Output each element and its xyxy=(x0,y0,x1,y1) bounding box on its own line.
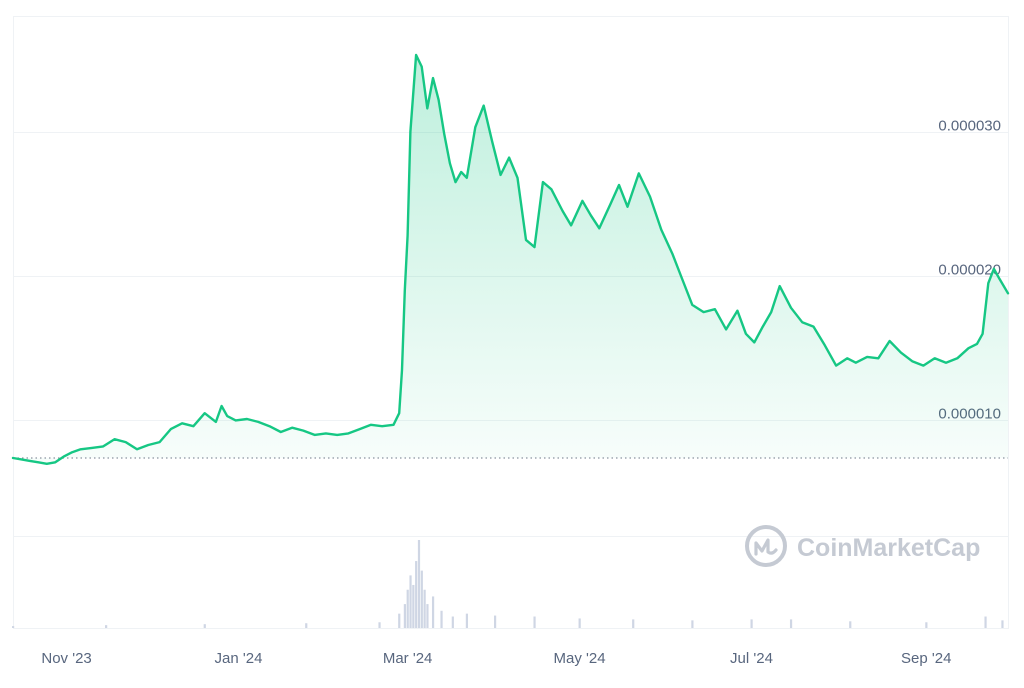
x-tick-label: Sep '24 xyxy=(901,650,951,667)
volume-bar xyxy=(412,584,415,628)
volume-bar xyxy=(403,604,406,628)
x-tick-label: May '24 xyxy=(554,650,606,667)
volume-bar xyxy=(420,570,423,628)
volume-bar xyxy=(12,626,15,628)
x-tick-label: Jan '24 xyxy=(215,650,263,667)
volume-bar xyxy=(406,589,409,628)
volume-bar xyxy=(431,596,435,628)
volume-bar xyxy=(789,619,793,628)
y-tick-label: 0.000030 xyxy=(938,118,1001,135)
x-tick-label: Nov '23 xyxy=(41,650,91,667)
volume-bar xyxy=(984,616,987,628)
volume-bar xyxy=(1001,620,1004,628)
x-axis-ticks: Nov '23 Jan '24 Mar '24 May '24 Jul '24 Sep '… xyxy=(41,650,951,667)
volume-bar xyxy=(750,619,753,628)
x-tick-label: Jul '24 xyxy=(730,650,773,667)
volume-bar xyxy=(465,613,469,628)
volume-bar xyxy=(409,575,412,628)
volume-bar xyxy=(632,619,635,628)
y-tick-label: 0.000020 xyxy=(938,262,1001,279)
volume-bar xyxy=(533,616,536,628)
volume-bar xyxy=(203,624,206,628)
x-tick-label: Mar '24 xyxy=(383,650,433,667)
price-area xyxy=(13,55,1008,464)
volume-bar xyxy=(578,618,581,628)
watermark-text: CoinMarketCap xyxy=(797,534,980,562)
volume-bar xyxy=(691,620,694,628)
volume-bar xyxy=(398,613,401,628)
volume-bar xyxy=(415,561,418,628)
volume-bar xyxy=(849,621,852,628)
volume-bar xyxy=(451,616,454,628)
price-line xyxy=(11,53,1010,465)
volume-bar xyxy=(305,623,308,628)
price-area-fill xyxy=(13,55,1008,464)
volume-bar xyxy=(417,540,421,628)
plot-frame xyxy=(13,16,1009,629)
volume-bar xyxy=(378,622,381,628)
volume-bar xyxy=(440,610,443,628)
watermark: CoinMarketCap xyxy=(745,525,980,567)
volume-bar xyxy=(423,589,426,628)
volume-bar xyxy=(105,625,108,628)
volume-bars xyxy=(12,540,1004,628)
volume-bar xyxy=(426,604,429,628)
volume-bar xyxy=(493,615,497,628)
volume-bar xyxy=(925,622,928,628)
price-line-up xyxy=(11,53,1010,465)
coinmarketcap-logo-icon xyxy=(745,525,787,567)
